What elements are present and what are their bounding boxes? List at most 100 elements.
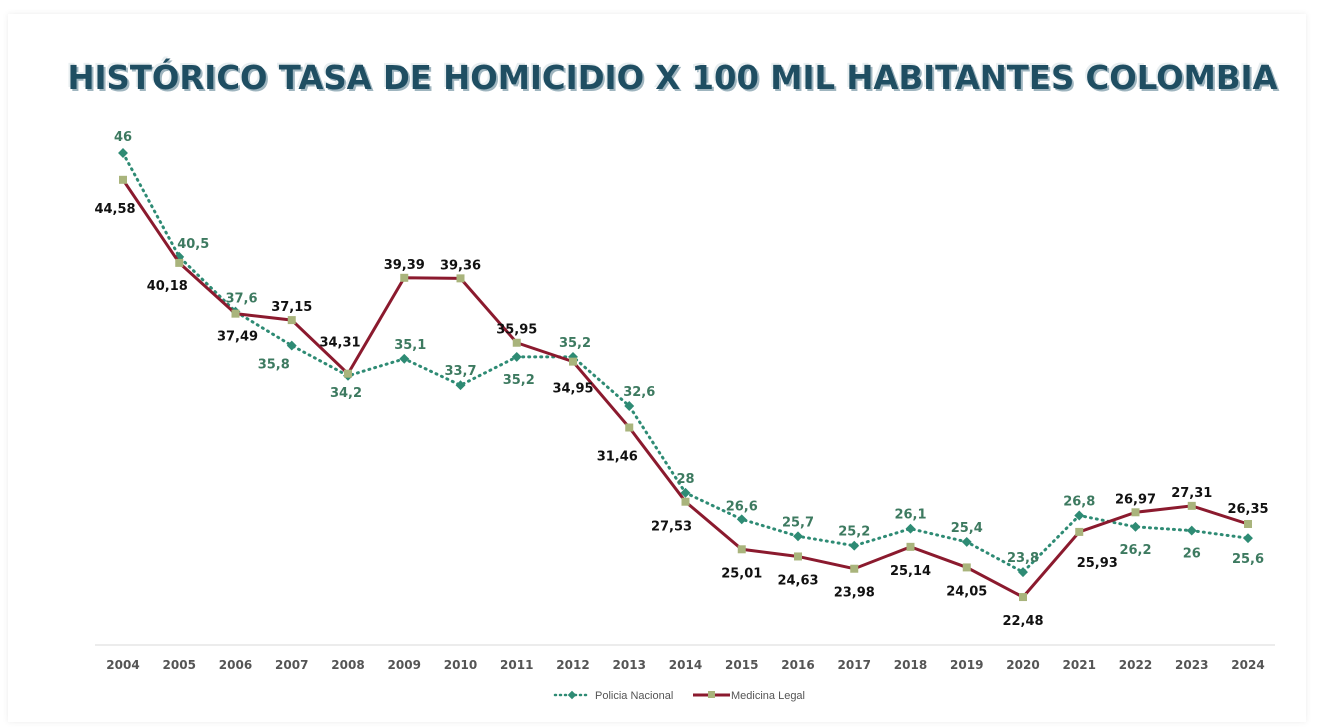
data-point (736, 514, 747, 525)
x-tick-label: 2019 (950, 658, 983, 672)
data-label: 34,31 (319, 336, 360, 351)
x-tick-label: 2007 (275, 658, 308, 672)
data-point (1130, 521, 1141, 532)
x-tick-label: 2004 (106, 658, 139, 672)
x-tick-label: 2021 (1063, 658, 1096, 672)
data-point (456, 274, 465, 283)
x-tick-label: 2014 (669, 658, 702, 672)
data-point (681, 497, 690, 506)
data-label: 37,15 (271, 300, 312, 315)
data-label: 25,7 (782, 515, 814, 530)
data-label: 25,14 (890, 564, 931, 579)
data-point (118, 148, 128, 158)
data-label: 23,8 (1007, 551, 1039, 566)
data-point (231, 309, 240, 318)
data-label: 23,98 (834, 586, 875, 601)
legend-label: Policia Nacional (595, 690, 673, 702)
data-point (1019, 593, 1027, 602)
legend-marker (708, 691, 715, 698)
x-tick-label: 2016 (781, 658, 814, 672)
data-label: 44,58 (94, 202, 135, 217)
data-label: 25,6 (1232, 552, 1264, 567)
x-tick-label: 2008 (331, 658, 364, 672)
data-point (1187, 501, 1196, 510)
data-point (344, 369, 352, 378)
x-tick-label: 2009 (388, 658, 421, 672)
data-label: 31,46 (597, 450, 638, 465)
data-label: 35,95 (496, 323, 537, 338)
x-tick-label: 2011 (500, 658, 533, 672)
data-label: 24,63 (777, 573, 818, 588)
data-label: 33,7 (444, 364, 476, 379)
legend-label: Medicina Legal (731, 690, 805, 702)
x-tick-label: 2005 (163, 658, 196, 672)
data-label: 25,01 (721, 566, 762, 581)
data-point (287, 316, 296, 325)
data-point (1186, 525, 1197, 536)
data-point (1243, 533, 1253, 544)
data-point (511, 351, 522, 362)
data-label: 39,39 (384, 258, 425, 273)
series-medicina-legal: 44,58 40,18 37,49 37,15 34,31 39,39 39,36 35,95… (94, 175, 1269, 629)
data-label: 35,8 (258, 358, 290, 373)
data-point (793, 531, 803, 542)
data-point (1018, 567, 1028, 578)
x-tick-label: 2022 (1119, 658, 1152, 672)
data-point (906, 542, 915, 551)
data-label: 24,05 (946, 584, 987, 599)
legend: Policia Nacional Medicina Legal (553, 690, 805, 702)
data-label: 28 (676, 472, 694, 487)
data-label: 27,31 (1171, 486, 1212, 501)
x-tick-label: 2018 (894, 658, 927, 672)
data-point (569, 357, 577, 366)
data-point (1244, 519, 1252, 528)
data-label: 26,2 (1119, 543, 1151, 558)
x-tick-label: 2017 (838, 658, 871, 672)
data-label: 22,48 (1002, 614, 1043, 629)
data-label: 34,2 (330, 386, 362, 401)
data-label: 37,6 (225, 292, 257, 307)
x-tick-label: 2024 (1231, 658, 1264, 672)
chart-frame (8, 14, 1306, 722)
data-point (175, 258, 184, 267)
data-label: 37,49 (217, 330, 258, 345)
data-label: 40,18 (147, 279, 188, 294)
legend-marker (567, 690, 577, 700)
data-point (625, 423, 634, 432)
x-tick-label: 2023 (1175, 658, 1208, 672)
data-label: 35,1 (394, 338, 426, 353)
x-tick-label: 2020 (1006, 658, 1039, 672)
data-point (399, 353, 410, 364)
data-point (961, 536, 972, 547)
data-label: 26,8 (1063, 494, 1095, 509)
data-label: 35,2 (559, 336, 591, 351)
data-label: 35,2 (503, 373, 535, 388)
data-label: 40,5 (177, 237, 209, 252)
x-tick-label: 2015 (725, 658, 758, 672)
data-point (962, 563, 971, 572)
data-point (1075, 527, 1084, 536)
data-point (794, 552, 802, 561)
series-policia-nacional: 46 40,5 37,6 35,8 34,2 35,1 33,7 35,2 35,2 32,6 28… (114, 130, 1264, 578)
x-tick-label: 2010 (444, 658, 477, 672)
data-point (624, 401, 635, 411)
data-label: 25,93 (1077, 556, 1118, 571)
data-label: 27,53 (651, 520, 692, 535)
data-point (850, 564, 859, 573)
data-label: 26,1 (894, 508, 926, 523)
data-label: 26,35 (1227, 502, 1268, 517)
data-label: 25,2 (838, 525, 870, 540)
x-tick-label: 2006 (219, 658, 252, 672)
x-tick-label: 2013 (613, 658, 646, 672)
data-point (905, 523, 916, 534)
data-point (680, 487, 691, 498)
data-point (455, 380, 466, 391)
data-point (737, 545, 746, 554)
x-tick-label: 2012 (556, 658, 589, 672)
data-point (400, 273, 409, 282)
data-point (512, 338, 521, 347)
data-label: 26,6 (726, 499, 758, 514)
data-point (286, 340, 297, 351)
data-point (1074, 510, 1085, 521)
